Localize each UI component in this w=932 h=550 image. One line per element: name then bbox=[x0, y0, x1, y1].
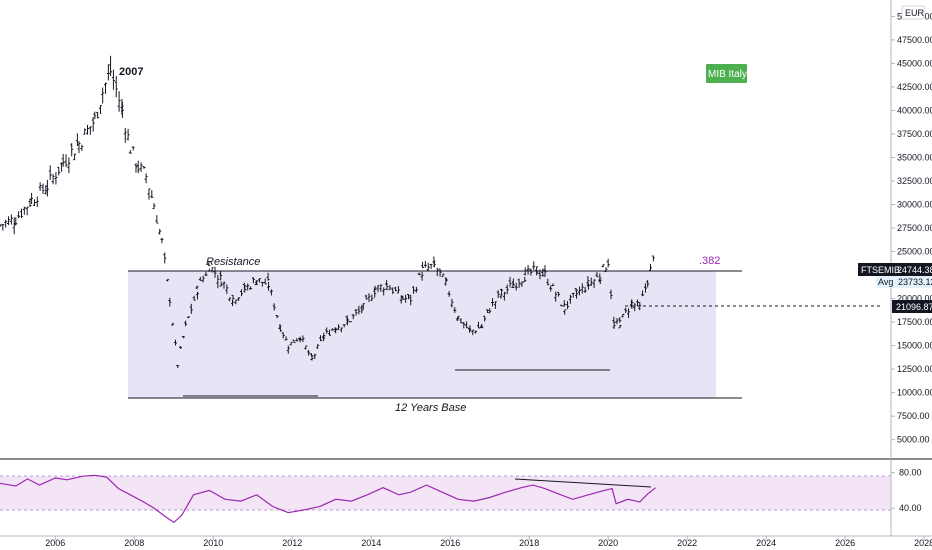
rsi-axis: 80.00 40.00 bbox=[891, 468, 922, 513]
price-bars bbox=[0, 55, 655, 368]
time-tick-label: 2024 bbox=[756, 538, 776, 548]
base-zone bbox=[128, 271, 716, 398]
price-tick-label: 35000.00 bbox=[897, 152, 932, 162]
price-tick-label: 15000.00 bbox=[897, 341, 932, 351]
time-tick-label: 2008 bbox=[124, 538, 144, 548]
avg-price-value: 23733.12 bbox=[898, 277, 932, 287]
price-tick-label: 12500.00 bbox=[897, 364, 932, 374]
base-label: 12 Years Base bbox=[395, 402, 466, 414]
currency-tag bbox=[901, 5, 925, 20]
price-tick-label: 45000.00 bbox=[897, 58, 932, 68]
time-tick-label: 2018 bbox=[519, 538, 539, 548]
price-tick-label: 47500.00 bbox=[897, 35, 932, 45]
time-tick-label: 2016 bbox=[440, 538, 460, 548]
avg-price-prefix: Avg bbox=[878, 277, 893, 287]
price-tick-label: 25000.00 bbox=[897, 247, 932, 257]
currency-label: EUR bbox=[905, 8, 925, 18]
price-tick-label: 10000.00 bbox=[897, 388, 932, 398]
rsi-trendline bbox=[514, 478, 652, 488]
price-tick-label: 17500.00 bbox=[897, 317, 932, 327]
price-tick-label: 32500.00 bbox=[897, 176, 932, 186]
price-tick-label: 40000.00 bbox=[897, 105, 932, 115]
last-price-tag bbox=[858, 263, 932, 276]
price-tick-label: 27500.00 bbox=[897, 223, 932, 233]
time-tick-label: 2010 bbox=[203, 538, 223, 548]
peak-label: 2007 bbox=[119, 66, 143, 78]
resistance-label: Resistance bbox=[206, 256, 260, 268]
price-tick-label: 20000.00 bbox=[897, 294, 932, 304]
avg-price-tag bbox=[876, 276, 932, 288]
time-tick-label: 2006 bbox=[45, 538, 65, 548]
price-tick-label: 7500.00 bbox=[897, 411, 930, 421]
price-tick-label: 37500.00 bbox=[897, 129, 932, 139]
fib-label: .382 bbox=[699, 255, 720, 267]
time-axis: 2006 2008 2010 2012 2014 2016 2018 2020 2022 2024… bbox=[45, 536, 932, 548]
level-price-tag bbox=[892, 300, 932, 313]
last-price-value: 24744.38 bbox=[897, 265, 932, 275]
price-tick-label: 30000.00 bbox=[897, 200, 932, 210]
rsi-line bbox=[0, 474, 656, 524]
price-tick-label: 5000.00 bbox=[897, 435, 930, 445]
time-tick-label: 2022 bbox=[677, 538, 697, 548]
price-axis: 50000.0047500.0045000.0042500.0040000.00… bbox=[891, 11, 932, 445]
time-tick-label: 2020 bbox=[598, 538, 618, 548]
time-tick-label: 2014 bbox=[361, 538, 381, 548]
last-price-symbol: FTSEMIB bbox=[861, 265, 900, 275]
rsi-tick-label: 40.00 bbox=[899, 503, 922, 513]
time-tick-label: 2012 bbox=[282, 538, 302, 548]
index-badge bbox=[706, 64, 747, 83]
time-tick-label: 2026 bbox=[835, 538, 855, 548]
price-tick-label: 42500.00 bbox=[897, 82, 932, 92]
index-badge-label: MIB Italy bbox=[708, 69, 747, 80]
time-tick-label: 2028 bbox=[914, 538, 932, 548]
level-price-value: 21096.87 bbox=[896, 302, 932, 312]
rsi-tick-label: 80.00 bbox=[899, 468, 922, 478]
